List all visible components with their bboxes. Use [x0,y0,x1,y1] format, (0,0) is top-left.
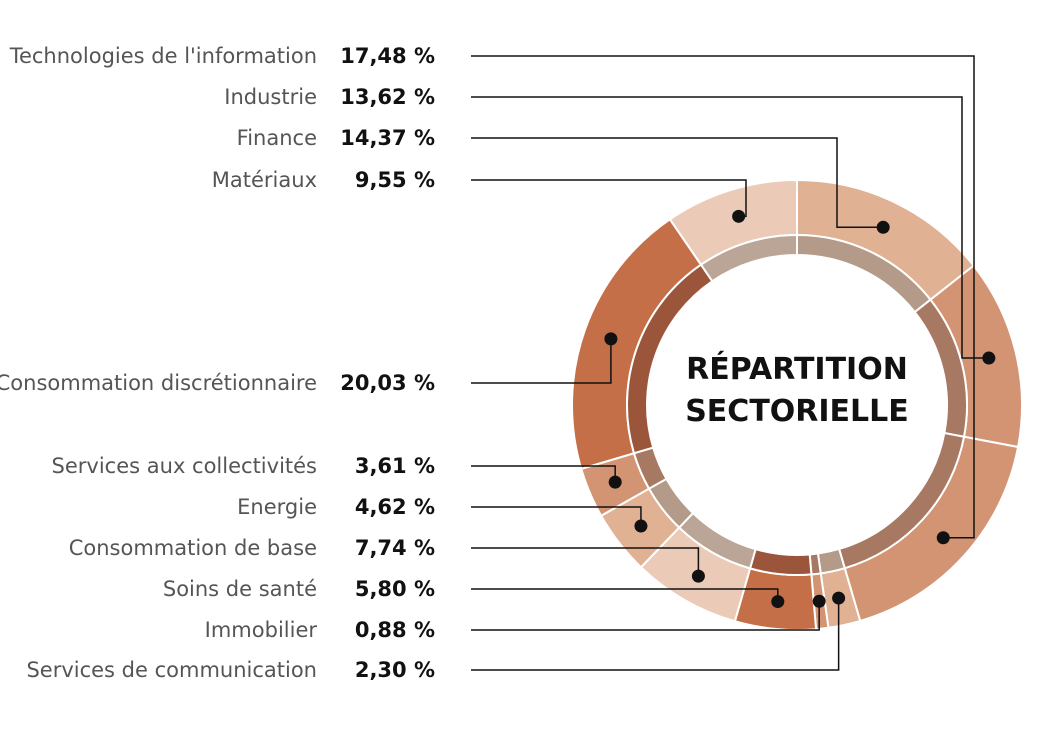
label-technologies-de-l-information: Technologies de l'information [9,44,317,68]
marker-soins-de-sant [771,595,785,609]
leader-industrie [471,96,989,359]
marker-technologies-de-l-information [936,531,950,545]
leader-immobilier [471,601,820,631]
marker-mat-riaux [732,209,746,223]
value-consommation-de-base: 7,74 % [355,536,435,560]
value-consommation-discr-tionnaire: 20,03 % [340,371,435,395]
marker-finance [876,220,890,234]
donut-hole [647,255,947,555]
leader-finance [471,137,884,229]
marker-consommation-de-base [691,569,705,583]
marker-consommation-discr-tionnaire [604,332,618,346]
value-energie: 4,62 % [355,495,435,519]
value-services-aux-collectivit-s: 3,61 % [355,454,435,478]
value-services-de-communication: 2,30 % [355,658,435,682]
value-finance: 14,37 % [340,126,435,150]
leader-consommation-discr-tionnaire [471,338,612,384]
label-services-de-communication: Services de communication [26,658,317,682]
leader-lines [471,55,996,671]
value-immobilier: 0,88 % [355,618,435,642]
label-energie: Energie [237,495,317,519]
label-mat-riaux: Matériaux [212,168,317,192]
value-industrie: 13,62 % [340,85,435,109]
marker-immobilier [812,594,826,608]
marker-energie [634,519,648,533]
label-industrie: Industrie [224,85,317,109]
leader-consommation-de-base [471,547,700,577]
marker-services-de-communication [832,591,846,605]
label-finance: Finance [237,126,317,150]
label-consommation-de-base: Consommation de base [69,536,317,560]
value-soins-de-sant: 5,80 % [355,577,435,601]
legend-labels: Technologies de l'information 17,48 % Indu… [0,44,435,682]
center-title-line-1: RÉPARTITION [686,351,908,387]
center-title-line-2: SECTORIELLE [685,394,909,429]
leader-technologies-de-l-information [471,55,975,539]
marker-industrie [982,351,996,365]
label-consommation-discr-tionnaire: Consommation discrétionnaire [0,371,317,395]
label-services-aux-collectivit-s: Services aux collectivités [52,454,317,478]
marker-services-aux-collectivit-s [608,475,622,489]
value-mat-riaux: 9,55 % [355,168,435,192]
label-soins-de-sant: Soins de santé [163,577,317,601]
label-immobilier: Immobilier [205,618,318,642]
value-technologies-de-l-information: 17,48 % [340,44,435,68]
leader-services-de-communication [471,598,840,671]
